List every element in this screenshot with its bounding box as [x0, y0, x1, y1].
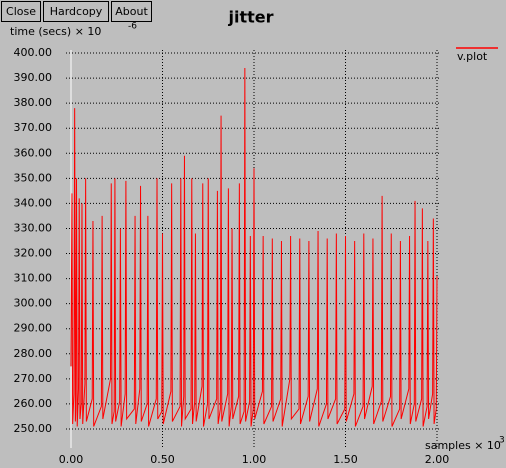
legend-label: v.plot: [457, 50, 488, 63]
close-button[interactable]: Close: [1, 1, 41, 22]
button-label[interactable]: About: [115, 5, 148, 18]
x-tick-label: 1.00: [242, 453, 267, 466]
y-tick-label: 320.00: [14, 247, 53, 260]
y-tick-label: 390.00: [14, 71, 53, 84]
y-tick-label: 280.00: [14, 347, 53, 360]
y-tick-label: 400.00: [14, 46, 53, 59]
y-tick-label: 310.00: [14, 272, 53, 285]
y-tick-label: 380.00: [14, 96, 53, 109]
y-axis-exponent: -6: [128, 22, 137, 32]
y-tick-label: 360.00: [14, 146, 53, 159]
about-button[interactable]: About: [111, 1, 152, 22]
data-line: [70, 68, 438, 427]
y-tick-label: 300.00: [14, 297, 53, 310]
button-label[interactable]: Close: [6, 5, 36, 18]
y-tick-label: 370.00: [14, 121, 53, 134]
x-tick-label: 0.00: [59, 453, 84, 466]
y-tick-label: 340.00: [14, 196, 53, 209]
y-tick-label: 330.00: [14, 221, 53, 234]
x-axis-label: samples × 10: [425, 439, 501, 452]
y-axis-label: time (secs) × 10: [10, 25, 101, 38]
x-axis-exponent: 3: [499, 436, 505, 446]
x-tick-label: 1.50: [333, 453, 358, 466]
x-tick-label: 2.00: [425, 453, 450, 466]
y-tick-label: 290.00: [14, 322, 53, 335]
y-tick-label: 350.00: [14, 171, 53, 184]
y-tick-label: 260.00: [14, 397, 53, 410]
button-label[interactable]: Hardcopy: [50, 5, 103, 18]
chart-title: jitter: [227, 8, 273, 27]
x-tick-label: 0.50: [150, 453, 175, 466]
y-tick-label: 270.00: [14, 372, 53, 385]
y-tick-label: 250.00: [14, 422, 53, 435]
hardcopy-button[interactable]: Hardcopy: [43, 1, 109, 22]
